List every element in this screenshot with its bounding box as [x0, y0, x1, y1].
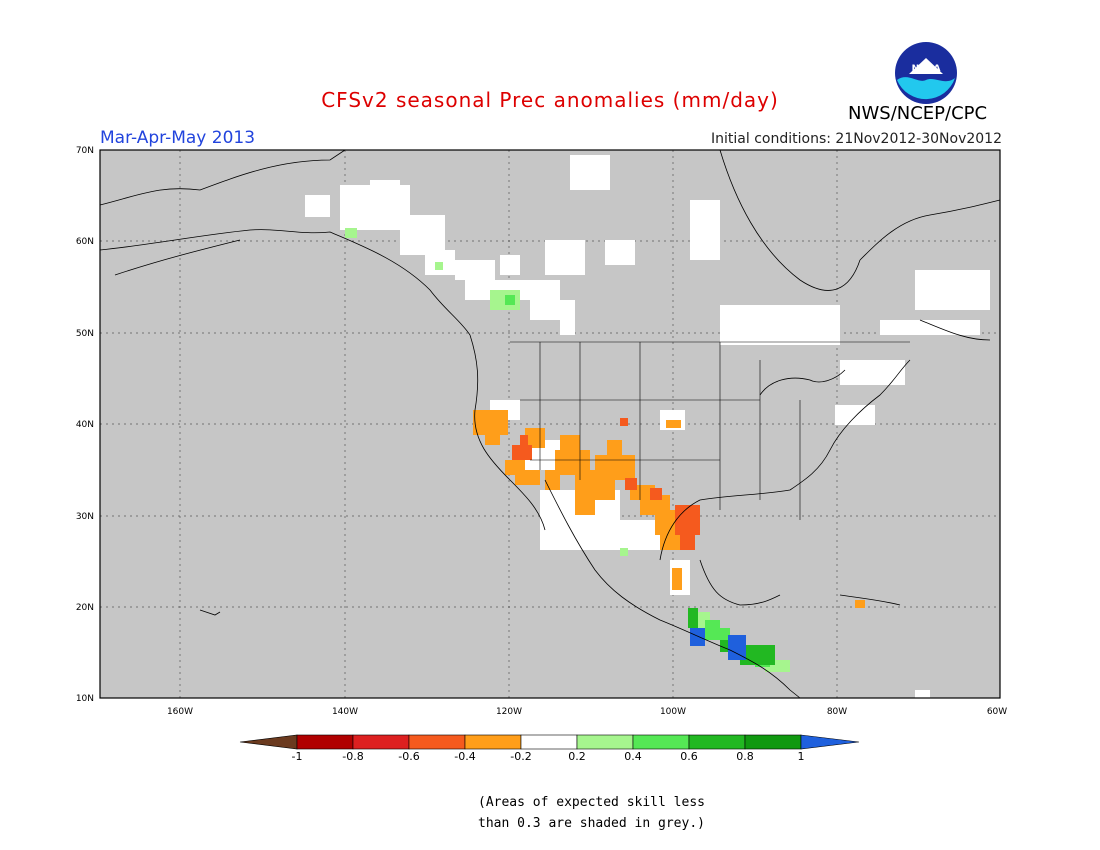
season-label: Mar-Apr-May 2013	[100, 128, 256, 148]
longitude-labels: 160W 140W 120W 100W 80W 60W	[167, 707, 1007, 717]
latitude-labels: 70N 60N 50N 40N 30N 20N 10N	[76, 146, 94, 704]
colorbar-tick-label: -0.6	[398, 750, 420, 763]
colorbar-tick-label: 0.6	[680, 750, 698, 763]
chart-title: CFSv2 seasonal Prec anomalies (mm/day)	[321, 88, 779, 112]
colorbar-tick-label: 0.4	[624, 750, 642, 763]
colorbar-tick-label: -0.4	[454, 750, 476, 763]
negative-light-regions	[473, 410, 865, 608]
colorbar	[239, 734, 860, 750]
colorbar-tick-label: -0.8	[342, 750, 364, 763]
lon-label: 140W	[332, 707, 358, 717]
colorbar-segment	[520, 734, 578, 750]
lat-label: 70N	[76, 146, 94, 156]
lon-label: 100W	[660, 707, 686, 717]
lon-label: 60W	[987, 707, 1007, 717]
colorbar-segment	[576, 734, 634, 750]
lat-label: 20N	[76, 603, 94, 613]
note-line: (Areas of expected skill less	[478, 795, 705, 810]
lat-label: 50N	[76, 329, 94, 339]
lon-label: 80W	[827, 707, 847, 717]
colorbar-tick-label: -1	[291, 750, 303, 763]
gridlines	[100, 150, 1000, 698]
lat-label: 60N	[76, 237, 94, 247]
note-line: than 0.3 are shaded in grey.)	[478, 816, 705, 831]
colorbar-segment	[800, 734, 860, 750]
logo-text: NOAA	[912, 64, 941, 74]
lat-label: 10N	[76, 694, 94, 704]
lon-label: 120W	[496, 707, 522, 717]
negative-mid-regions	[512, 418, 700, 550]
map-frame	[99, 149, 1001, 699]
colorbar-segment	[632, 734, 690, 750]
initial-conditions: Initial conditions: 21Nov2012-30Nov2012	[711, 131, 1002, 147]
lat-label: 30N	[76, 512, 94, 522]
colorbar-segment	[464, 734, 522, 750]
colorbar-segment	[239, 734, 298, 750]
lon-label: 160W	[167, 707, 193, 717]
positive-max-regions	[690, 628, 746, 660]
neutral-regions	[305, 155, 990, 698]
colorbar-tick-label: 0.2	[568, 750, 586, 763]
colorbar-segment	[352, 734, 410, 750]
skill-note: (Areas of expected skill less than 0.3 a…	[478, 792, 705, 834]
colorbar-tick-label: 0.8	[736, 750, 754, 763]
coastlines	[99, 149, 1001, 699]
state-borders	[510, 341, 910, 520]
colorbar-segment	[408, 734, 466, 750]
colorbar-segment	[688, 734, 746, 750]
colorbar-segment	[744, 734, 802, 750]
agency-label: NWS/NCEP/CPC	[848, 103, 988, 124]
lat-label: 40N	[76, 420, 94, 430]
colorbar-tick-label: 1	[797, 750, 805, 763]
colorbar-tick-label: -0.2	[510, 750, 532, 763]
noaa-logo: NOAA	[895, 42, 957, 104]
colorbar-segment	[296, 734, 354, 750]
